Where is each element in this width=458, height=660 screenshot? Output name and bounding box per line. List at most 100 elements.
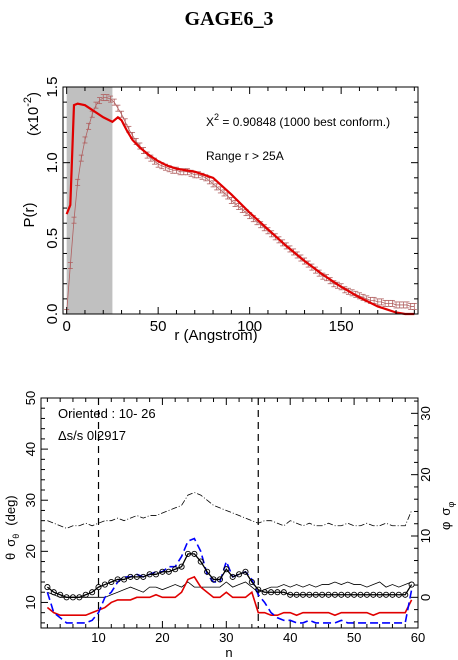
pr-data-point (389, 299, 395, 307)
theta-point (351, 591, 358, 598)
theta-point (82, 591, 89, 598)
angles-x-tick-label: 40 (283, 630, 297, 645)
theta-point (204, 568, 211, 575)
pr-data-point (67, 262, 73, 270)
theta-point (376, 591, 383, 598)
pr-plot-frame (62, 86, 419, 315)
theta-point (146, 571, 153, 578)
pr-data-point (93, 101, 99, 109)
theta-point (172, 566, 179, 573)
angles-right-tick-label: 10 (418, 529, 433, 543)
theta-point (121, 576, 128, 583)
theta-point (216, 576, 223, 583)
svg-text:φσφ: φσφ (438, 502, 456, 530)
angles-x-tick-label: 20 (155, 630, 169, 645)
pr-fit-line (65, 102, 415, 316)
angles-chart: 10 20 30 40 50 60 10 20 30 40 50 0 10 20 30 n θσθ(deg)… (3, 391, 456, 660)
pr-y-tick-label: 1.5 (44, 77, 61, 98)
theta-point (76, 594, 83, 601)
theta-point (101, 581, 108, 588)
pr-data-point (411, 303, 417, 310)
pr-data-point (108, 95, 114, 103)
theta-point (383, 591, 390, 598)
theta-point (63, 594, 70, 601)
pr-data-point (119, 110, 125, 118)
angles-left-tick-label: 10 (23, 595, 38, 609)
angles-left-tick-label: 20 (23, 544, 38, 558)
theta-point (274, 589, 281, 596)
pr-x-tick-label: 50 (150, 318, 167, 335)
angles-left-tick-label: 50 (23, 391, 38, 405)
angles-right-axis-label: φσφ (438, 502, 456, 530)
theta-line (46, 553, 413, 598)
angles-left-axis-label: θσθ(deg) (3, 495, 21, 560)
theta-point (293, 591, 300, 598)
pr-data-point (82, 136, 88, 144)
theta-point (127, 573, 134, 580)
pr-data-point (115, 104, 121, 112)
page-title: GAGE6_3 (184, 8, 274, 30)
theta-point (108, 578, 115, 586)
pr-y-multiplier: (x10-2) (22, 92, 42, 136)
theta-point (363, 591, 370, 598)
theta-point (140, 573, 147, 580)
theta-point (159, 568, 166, 575)
pr-x-axis-label: r (Angstrom) (174, 327, 257, 344)
pr-y-multiplier-exp: -2 (22, 97, 34, 107)
theta-point (357, 591, 364, 598)
theta-point (319, 591, 326, 598)
theta-point (114, 576, 121, 583)
theta-point (389, 591, 396, 598)
theta-point (261, 589, 268, 596)
theta-point (133, 573, 140, 580)
theta-point (306, 591, 313, 598)
theta-point (248, 578, 255, 586)
svg-text:θσθ(deg): θσθ(deg) (3, 495, 21, 560)
pr-range-annotation: Range r > 25A (206, 149, 284, 163)
pr-chi-annotation: X2 = 0.90848 (1000 best conform.) (206, 112, 390, 129)
sigma-phi-dashdot-line (47, 492, 412, 529)
pr-data-point (71, 216, 77, 224)
angles-plot-frame (40, 397, 419, 629)
theta-point (331, 591, 338, 598)
theta-point (280, 589, 287, 596)
pr-data-point (404, 301, 410, 309)
pr-data-point (75, 178, 81, 186)
angles-right-tick-label: 30 (418, 406, 433, 420)
theta-point (344, 591, 351, 598)
theta-point (210, 576, 217, 583)
theta-point (312, 591, 319, 598)
theta-point (95, 584, 102, 591)
theta-point (236, 571, 243, 578)
theta-point (44, 584, 51, 591)
theta-point (197, 558, 204, 565)
oriented-annotation: Oriented : 10- 26 (58, 406, 156, 421)
pr-data-point (78, 154, 84, 162)
theta-point (184, 550, 192, 557)
pr-y-axis-label: P(r) (21, 203, 38, 228)
theta-point (178, 563, 185, 570)
angles-x-tick-label: 10 (91, 630, 105, 645)
theta-point (402, 591, 409, 598)
theta-point (338, 591, 345, 598)
theta-point (229, 573, 236, 580)
pr-y-tick-label: 0.0 (44, 304, 61, 325)
angles-left-tick-label: 40 (23, 442, 38, 456)
pr-y-multiplier-base: (x10 (25, 107, 42, 136)
pr-x-tick-label: 100 (237, 318, 262, 335)
pr-data-point (104, 94, 110, 102)
theta-point (299, 591, 307, 598)
theta-point (165, 568, 172, 575)
sigma-theta-line (46, 575, 413, 617)
pr-x-tick-label: 150 (329, 318, 354, 335)
theta-point (152, 571, 160, 578)
theta-point (408, 581, 415, 588)
theta-point (255, 586, 262, 593)
angles-left-tick-label: 30 (23, 493, 38, 507)
theta-point (395, 591, 402, 598)
angles-x-tick-label: 30 (219, 630, 233, 645)
delta-s-annotation: Δs/s 0l2917 (58, 428, 126, 443)
phi-line (47, 581, 412, 598)
theta-point (287, 591, 294, 598)
